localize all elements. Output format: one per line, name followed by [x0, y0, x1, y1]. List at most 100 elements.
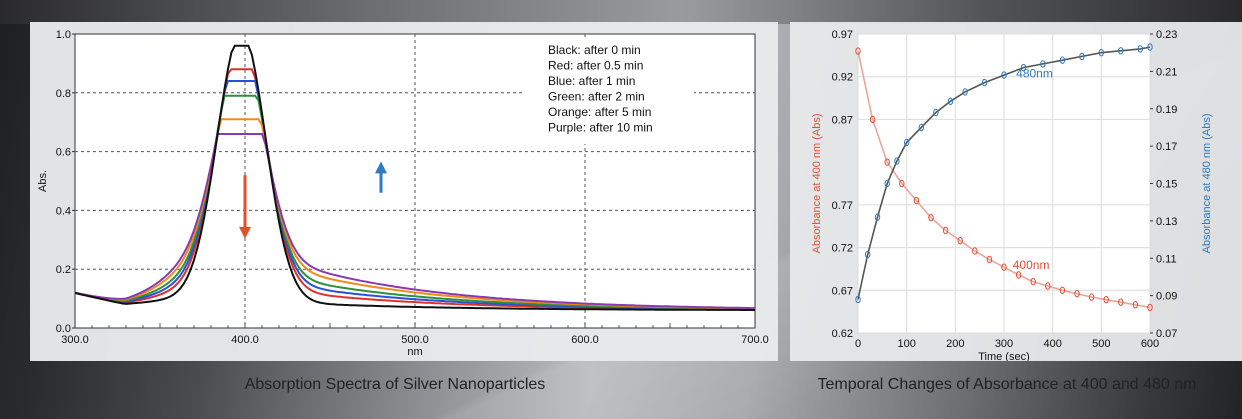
time-point-400nm: [1118, 298, 1124, 306]
time-left-tick-label: 0.67: [832, 285, 853, 297]
spectra-y-tick-label: 0.8: [56, 88, 71, 100]
time-point-480nm: [1020, 63, 1027, 72]
time-right-tick-label: 0.19: [1156, 104, 1177, 116]
time-x-tick-label: 0: [855, 338, 861, 350]
time-point-400nm: [1088, 293, 1095, 301]
time-point-480nm: [1118, 47, 1124, 55]
time-point-400nm: [1103, 296, 1109, 304]
time-point-400nm: [869, 115, 876, 124]
time-left-tick-label: 0.77: [832, 200, 853, 212]
spectra-y-axis-label: Abs.: [37, 170, 49, 192]
time-grid: [857, 33, 1151, 334]
spectra-y-tick-label: 1.0: [56, 29, 71, 41]
time-point-400nm: [942, 226, 949, 235]
time-right-tick-label: 0.21: [1156, 66, 1177, 78]
time-point-480nm: [1147, 43, 1153, 51]
time-point-400nm: [986, 255, 993, 264]
time-point-400nm: [1059, 286, 1066, 294]
time-point-480nm: [1001, 71, 1007, 79]
spectra-legend-box: [524, 38, 694, 144]
time-x-tick-label: 100: [897, 338, 915, 350]
spectra-arrows: [239, 161, 387, 239]
time-point-480nm: [904, 138, 910, 147]
time-point-480nm: [1079, 52, 1085, 61]
spectra-x-tick-label: 400.0: [231, 334, 259, 346]
time-point-480nm: [1098, 49, 1104, 57]
time-point-480nm: [865, 250, 871, 259]
time-x-axis-label: Time (sec): [978, 351, 1030, 361]
spectra-legend-entry: Green: after 2 min: [548, 90, 645, 104]
time-right-tick-label: 0.17: [1156, 141, 1177, 153]
time-point-480nm: [884, 179, 890, 188]
time-point-480nm: [981, 78, 988, 87]
series-label-400nm: 400nm: [1013, 258, 1050, 272]
time-left-tick-label: 0.97: [832, 29, 853, 41]
time-point-400nm: [913, 196, 920, 205]
spectra-y-tick-label: 0.4: [56, 205, 71, 217]
spectra-legend-entry: Purple: after 10 min: [548, 121, 653, 135]
time-point-480nm: [1137, 45, 1143, 53]
time-left-tick-label: 0.62: [832, 328, 853, 340]
time-right-tick-label: 0.13: [1156, 216, 1177, 228]
spectra-arrowhead-up: [375, 161, 387, 174]
spectra-y-tick-label: 0.0: [56, 323, 71, 335]
spectra-x-tick-label: 300.0: [61, 334, 89, 346]
time-point-400nm: [1001, 263, 1007, 271]
spectra-legend-entry: Blue: after 1 min: [548, 74, 635, 88]
time-point-400nm: [1015, 271, 1022, 279]
spectra-arrowhead-down: [239, 226, 251, 239]
spectra-chart-panel: 0.0 0.2 0.4 0.6 0.8 1.0 300.0 400.0 500.0 600.0 70…: [30, 22, 778, 361]
time-point-480nm: [855, 295, 861, 304]
time-left-tick-label: 0.87: [832, 114, 853, 126]
spectra-legend-entry: Orange: after 5 min: [548, 105, 651, 119]
time-axes: 0 100 200 300 400 500 600 0.62 0.67 0.72 0.77 0.87 0…: [811, 29, 1213, 363]
time-point-480nm: [894, 157, 900, 165]
time-point-480nm: [1040, 60, 1046, 68]
time-point-480nm: [1059, 56, 1066, 64]
time-point-400nm: [957, 237, 963, 245]
time-x-tick-label: 300: [995, 338, 1013, 350]
series-label-480nm: 480nm: [1016, 66, 1053, 80]
time-point-480nm: [947, 97, 954, 106]
spectra-legend-entry: Red: after 0.5 min: [548, 59, 643, 73]
time-x-tick-label: 500: [1092, 338, 1110, 350]
time-point-480nm: [933, 108, 939, 117]
time-right-tick-label: 0.23: [1156, 29, 1177, 41]
time-point-480nm: [874, 213, 881, 221]
absorbance-time-chart-panel: 0 100 200 300 400 500 600 0.62 0.67 0.72 0.77 0.87 0…: [790, 22, 1242, 363]
spectra-x-tick-label: 500.0: [401, 334, 429, 346]
spectra-x-tick-label: 700.0: [741, 334, 769, 346]
spectra-series-group: [74, 44, 756, 311]
spectra-legend-entry: Black: after 0 min: [548, 43, 641, 57]
spectra-chart: 0.0 0.2 0.4 0.6 0.8 1.0 300.0 400.0 500.0 600.0 70…: [37, 29, 769, 358]
spectra-x-tick-label: 600.0: [571, 334, 599, 346]
time-series-labels: 480nm 400nm: [1013, 66, 1053, 272]
time-right-tick-label: 0.15: [1156, 179, 1177, 191]
time-point-400nm: [1030, 278, 1036, 286]
time-point-480nm: [962, 88, 968, 96]
time-left-tick-label: 0.92: [832, 72, 853, 84]
time-left-axis-label: Absorbance at 400 nm (Abs): [811, 113, 823, 253]
time-point-480nm: [918, 123, 925, 132]
spectra-y-tick-label: 0.2: [56, 264, 71, 276]
time-left-tick-label: 0.72: [832, 243, 853, 255]
time-fit-line-480nm: [857, 46, 1151, 300]
time-right-tick-label: 0.09: [1156, 291, 1177, 303]
time-point-400nm: [899, 179, 905, 188]
time-point-400nm: [972, 247, 978, 255]
time-fit-line-400nm: [857, 50, 1151, 309]
time-point-400nm: [928, 214, 934, 222]
time-point-400nm: [1074, 290, 1080, 298]
time-point-400nm: [1147, 303, 1153, 312]
time-x-tick-label: 400: [1043, 338, 1061, 350]
time-x-tick-label: 200: [946, 338, 964, 350]
spectra-caption: Absorption Spectra of Silver Nanoparticl…: [244, 376, 546, 393]
time-x-tick-label: 600: [1141, 338, 1159, 350]
spectra-axes: 0.0 0.2 0.4 0.6 0.8 1.0 300.0 400.0 500.0 600.0 70…: [37, 29, 769, 358]
time-point-400nm: [1132, 301, 1139, 309]
time-point-400nm: [855, 47, 861, 55]
spectra-x-axis-label: nm: [407, 346, 422, 358]
time-right-tick-label: 0.07: [1156, 328, 1177, 340]
spectra-legend: Black: after 0 min Red: after 0.5 minBlue…: [524, 38, 694, 144]
spectrum-line-5: [74, 133, 755, 310]
